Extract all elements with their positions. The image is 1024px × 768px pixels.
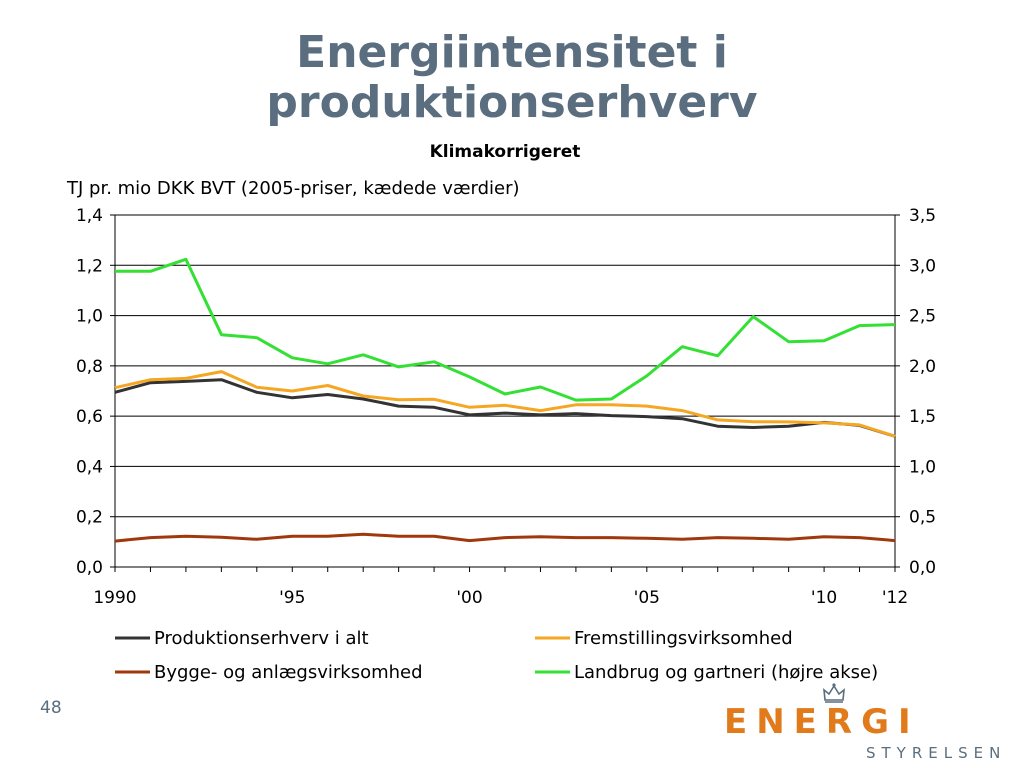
page-number: 48: [40, 698, 62, 718]
chart-tick-labels: 0,0 0,2 0,4 0,6 0,8 1,0 1,2 1,4 0,0 0,5 1,0 1,5 2,0 2…: [76, 206, 936, 608]
slide-title: Energiintensitet i produktionserhverv: [0, 28, 1024, 128]
logo-word: ENERGI: [724, 702, 920, 742]
series-line: [114, 532, 896, 543]
x-tick-label: 1990: [93, 588, 136, 608]
legend-label: Fremstillingsvirksomhed: [574, 628, 793, 649]
y-right-tick-label: 0,0: [909, 558, 936, 578]
logo-sub: STYRELSEN: [866, 744, 1007, 762]
y-left-tick-label: 1,4: [76, 206, 103, 226]
y-right-tick-label: 2,0: [909, 357, 936, 377]
chart-subtitle: Klimakorrigeret: [429, 142, 581, 162]
chart-grid: [115, 214, 895, 518]
y-right-tick-label: 2,5: [909, 307, 936, 327]
y-right-tick-label: 3,0: [909, 256, 936, 276]
x-tick-label: '95: [279, 588, 305, 608]
slide-title-line-1: Energiintensitet i: [296, 27, 728, 78]
y-right-tick-label: 0,5: [909, 508, 936, 528]
y-right-tick-label: 1,0: [909, 457, 936, 477]
line-chart: 0,0 0,2 0,4 0,6 0,8 1,0 1,2 1,4 0,0 0,5 1,0 1,5 2,0 2…: [76, 206, 936, 683]
series-line: [114, 378, 896, 438]
chart-series: [114, 257, 896, 543]
legend-label: Bygge- og anlægsvirksomhed: [154, 662, 423, 683]
legend-label: Produktionserhverv i alt: [154, 628, 369, 649]
legend-label: Landbrug og gartneri (højre akse): [574, 662, 878, 683]
x-tick-label: '05: [634, 588, 660, 608]
chart-legend: Produktionserhverv i alt Fremstillingsvir…: [115, 628, 878, 683]
y-left-tick-label: 1,2: [76, 256, 103, 276]
x-tick-label: '10: [811, 588, 837, 608]
y-left-tick-label: 0,4: [76, 457, 103, 477]
series-line: [114, 370, 896, 438]
y-left-tick-label: 1,0: [76, 307, 103, 327]
y-left-tick-label: 0,0: [76, 558, 103, 578]
y-right-tick-label: 3,5: [909, 206, 936, 226]
slide-title-line-2: produktionserhverv: [266, 77, 758, 128]
x-tick-label: '00: [456, 588, 482, 608]
y-left-tick-label: 0,2: [76, 508, 103, 528]
series-line: [115, 257, 896, 402]
y-right-tick-label: 1,5: [909, 407, 936, 427]
y-axis-unit-label: TJ pr. mio DKK BVT (2005-priser, kædede …: [67, 178, 520, 199]
y-left-tick-label: 0,6: [76, 407, 103, 427]
y-left-tick-label: 0,8: [76, 357, 103, 377]
crown-icon: [823, 683, 845, 703]
x-tick-label: '12: [882, 588, 908, 608]
